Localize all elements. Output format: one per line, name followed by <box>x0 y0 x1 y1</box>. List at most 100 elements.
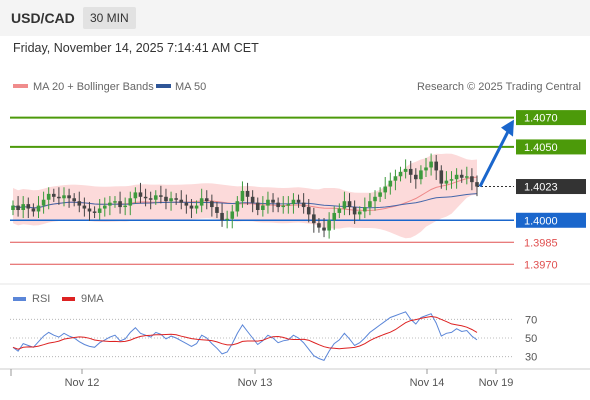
candle-body <box>62 195 66 199</box>
candle-body <box>276 202 280 208</box>
candle <box>204 190 209 210</box>
candle <box>439 165 444 189</box>
candle-body <box>368 201 372 208</box>
candle-body <box>174 198 178 200</box>
price-levels <box>10 116 514 265</box>
candle <box>77 191 82 213</box>
credit-label: Research © 2025 Trading Central <box>417 81 581 93</box>
rsi-tick-label: 70 <box>525 314 537 326</box>
ma20-legend-swatch <box>13 84 28 88</box>
candle-body <box>199 198 204 206</box>
candle <box>148 191 153 210</box>
candle-body <box>240 190 245 202</box>
candle-body <box>97 208 102 213</box>
candle-body <box>133 192 138 199</box>
rsi-legend: RSI 9MA <box>13 293 104 305</box>
candle <box>342 191 347 216</box>
level-tag-box <box>516 179 586 195</box>
candle <box>444 171 449 191</box>
candle <box>408 160 413 183</box>
candle-body <box>72 198 76 202</box>
candle <box>82 197 87 217</box>
level-tag-resistance: 1.4070 <box>524 113 558 125</box>
datetime-label: Friday, November 14, 2025 7:14:41 AM CET <box>13 41 259 55</box>
ma50-legend-swatch <box>156 84 171 88</box>
candle <box>21 196 25 219</box>
candle <box>240 181 245 208</box>
candle-body <box>108 202 112 206</box>
candle-body <box>408 168 413 175</box>
candle-body <box>102 205 107 209</box>
candle-body <box>169 198 173 202</box>
price-legend: MA 20 + Bollinger Bands MA 50 Research ©… <box>13 81 581 93</box>
level-tags: 1.4070 1.4050 1.4023 1.4000 1.3985 1.3970 <box>516 110 586 271</box>
candle <box>429 153 433 176</box>
bollinger-bands <box>13 153 477 239</box>
candle <box>26 197 31 219</box>
candle <box>281 196 286 214</box>
candle-body <box>77 201 82 206</box>
candle <box>327 212 331 239</box>
candle <box>36 196 41 219</box>
rsi-ma-legend-swatch <box>62 297 75 301</box>
candle <box>332 206 337 230</box>
candlesticks <box>11 153 479 239</box>
candle-body <box>118 201 122 208</box>
candle <box>373 190 377 211</box>
candle-body <box>179 199 184 203</box>
candle-body <box>153 195 158 200</box>
candle-body <box>419 170 423 180</box>
candle <box>398 166 403 182</box>
candle <box>250 190 255 213</box>
candle-body <box>327 220 331 231</box>
candle <box>465 166 469 185</box>
candle-body <box>51 193 56 197</box>
candle-body <box>363 207 367 212</box>
candle-body <box>470 176 474 183</box>
forecast-arrow <box>478 119 514 188</box>
candle <box>31 203 36 217</box>
candle-body <box>271 199 275 203</box>
candle <box>261 196 265 217</box>
candle <box>67 188 71 208</box>
candle <box>419 165 423 185</box>
candle-body <box>403 168 408 172</box>
level-tag-resistance: 1.4050 <box>524 142 558 154</box>
candle <box>383 177 388 199</box>
candle-body <box>414 174 418 180</box>
candle-body <box>67 195 71 199</box>
candle-body <box>429 161 433 168</box>
candle-body <box>306 207 311 215</box>
svg-text:RSI: RSI <box>32 293 50 305</box>
candle-body <box>31 208 36 212</box>
candle <box>276 197 280 213</box>
candle <box>424 157 428 177</box>
candle <box>347 193 352 216</box>
candle <box>317 218 321 233</box>
candle-body <box>138 192 143 197</box>
candle-body <box>332 212 337 221</box>
candle-body <box>250 196 255 203</box>
candle <box>414 168 418 189</box>
candle <box>118 191 122 214</box>
candle <box>210 194 214 217</box>
candle-body <box>235 201 240 212</box>
candle-body <box>301 202 306 208</box>
rsi-ma-line <box>12 315 478 350</box>
candle <box>184 194 189 214</box>
candle-body <box>388 180 393 187</box>
candle <box>113 196 117 208</box>
candle <box>179 190 184 210</box>
candle <box>449 171 454 189</box>
candle <box>271 193 275 213</box>
candle <box>102 197 107 217</box>
candle <box>220 203 224 227</box>
interval-button[interactable]: 30 MIN <box>83 7 136 29</box>
candle <box>378 187 382 202</box>
candle <box>337 203 342 219</box>
candle-body <box>82 205 87 209</box>
candle <box>46 187 51 210</box>
candle-body <box>92 211 97 213</box>
candle <box>174 193 178 205</box>
